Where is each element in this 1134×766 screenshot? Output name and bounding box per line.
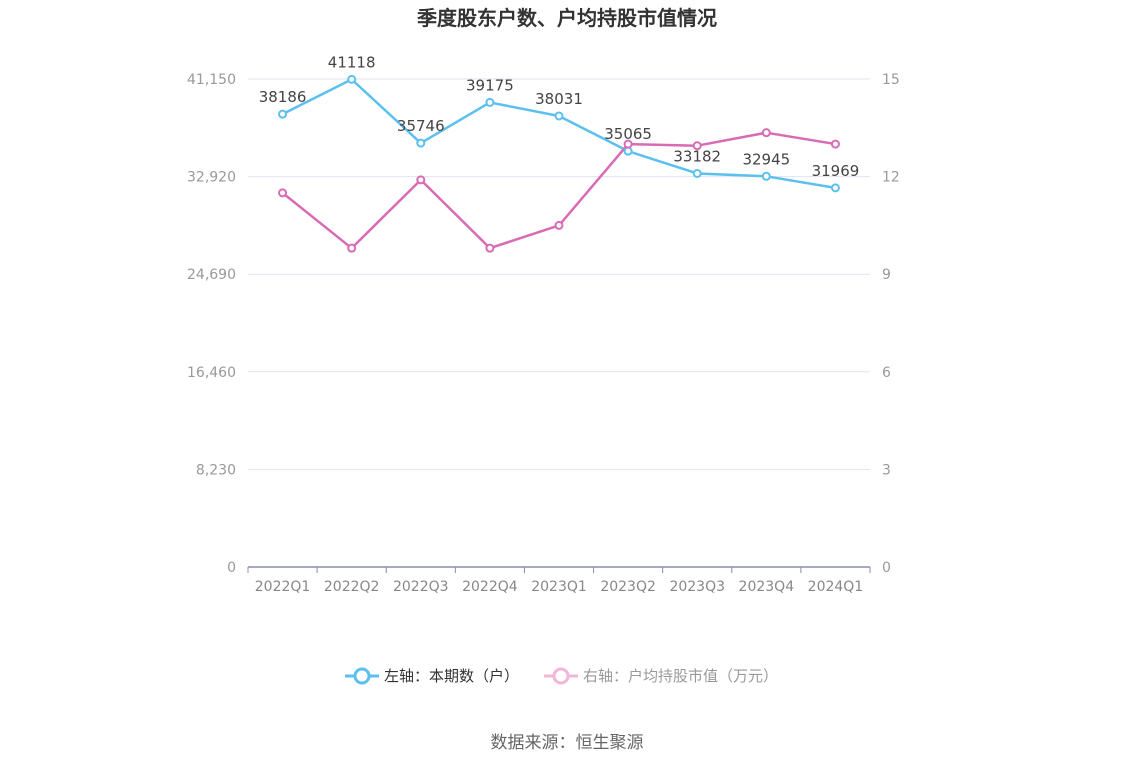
legend-label-right: 右轴：户均持股市值（万元） [583, 667, 778, 685]
data-point-left [830, 183, 840, 193]
legend-marker-right [552, 667, 570, 685]
y-left-tick-label: 8,230 [196, 462, 236, 478]
data-point-right [416, 175, 426, 185]
data-label: 32945 [742, 150, 790, 168]
legend-label-left: 左轴：本期数（户） [384, 667, 519, 685]
x-tick-label: 2022Q3 [393, 579, 449, 595]
axes: 0 0 8,230 3 16,460 6 24,690 9 32,920 12 41,150 15 20… [187, 72, 900, 595]
data-point-right [830, 139, 840, 149]
y-right-tick-label: 0 [882, 560, 891, 576]
x-tick-label: 2022Q1 [255, 579, 311, 595]
data-point-right [485, 243, 495, 253]
data-point-left [554, 111, 564, 121]
data-label: 35065 [604, 125, 652, 143]
data-point-left [347, 74, 357, 84]
data-point-left [692, 168, 702, 178]
data-points [278, 74, 840, 253]
data-point-right [623, 139, 633, 149]
x-tick-label: 2023Q2 [600, 579, 656, 595]
data-label: 35746 [397, 117, 445, 135]
source-text: 数据来源：恒生聚源 [491, 733, 644, 753]
x-tick-label: 2023Q3 [669, 579, 725, 595]
data-point-left [761, 171, 771, 181]
data-point-left [485, 97, 495, 107]
y-right-tick-label: 9 [882, 267, 891, 283]
y-right-tick-label: 12 [882, 170, 900, 186]
legend[interactable]: 左轴：本期数（户） 右轴：户均持股市值（万元） [345, 667, 778, 685]
y-left-tick-label: 32,920 [187, 170, 236, 186]
data-point-right [347, 243, 357, 253]
data-point-right [554, 220, 564, 230]
data-label: 38031 [535, 90, 583, 108]
grid-lines [248, 78, 870, 470]
legend-item-left-axis[interactable]: 左轴：本期数（户） [345, 667, 519, 685]
data-label: 31969 [812, 162, 860, 180]
data-point-left [416, 138, 426, 148]
y-right-tick-label: 6 [882, 365, 891, 381]
x-tick-label: 2022Q4 [462, 579, 518, 595]
x-tick-label: 2024Q1 [808, 579, 864, 595]
legend-item-right-axis[interactable]: 右轴：户均持股市值（万元） [544, 667, 778, 685]
legend-marker-left [353, 667, 371, 685]
y-left-tick-label: 24,690 [187, 267, 236, 283]
y-right-tick-label: 15 [882, 72, 900, 88]
data-label: 41118 [328, 53, 376, 71]
data-point-right [761, 128, 771, 138]
x-tick-label: 2023Q4 [739, 579, 795, 595]
y-right-tick-label: 3 [882, 462, 891, 478]
y-left-tick-label: 16,460 [187, 365, 236, 381]
data-point-right [278, 188, 288, 198]
data-point-left [278, 109, 288, 119]
data-point-right [692, 141, 702, 151]
data-label: 39175 [466, 76, 514, 94]
y-left-tick-label: 0 [227, 560, 236, 576]
x-tick-label: 2023Q1 [531, 579, 587, 595]
y-left-tick-label: 41,150 [187, 72, 236, 88]
chart-title: 季度股东户数、户均持股市值情况 [416, 6, 717, 30]
data-labels: 38186 41118 35746 39175 38031 35065 33182 32945… [259, 53, 860, 179]
x-tick-label: 2022Q2 [324, 579, 380, 595]
data-label: 38186 [259, 88, 307, 106]
data-label: 33182 [673, 147, 721, 165]
data-point-left [623, 146, 633, 156]
